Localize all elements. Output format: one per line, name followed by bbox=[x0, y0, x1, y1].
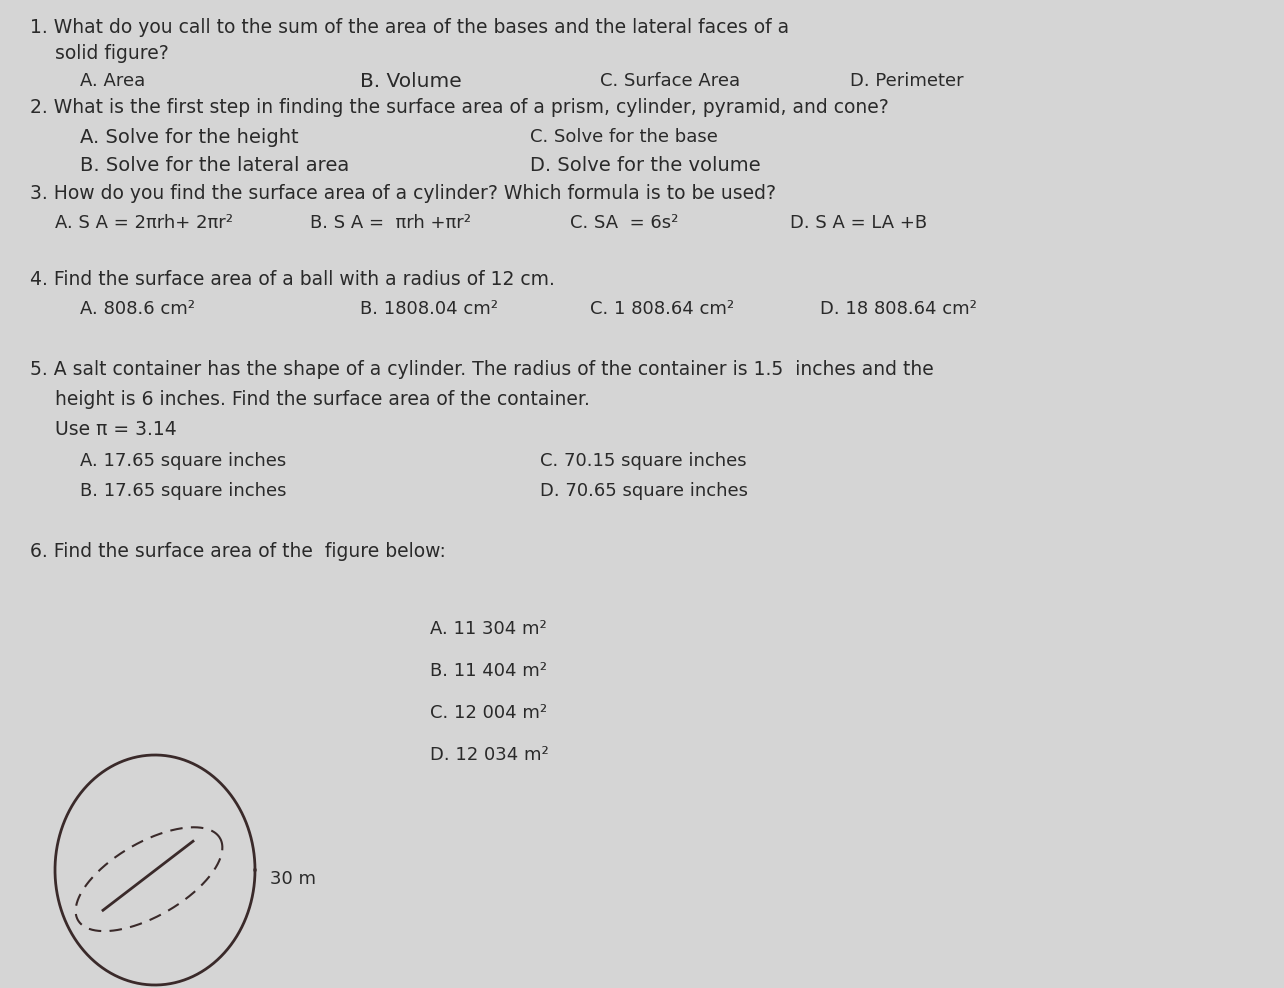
Text: B. Solve for the lateral area: B. Solve for the lateral area bbox=[80, 156, 349, 175]
Text: C. SA  = 6s²: C. SA = 6s² bbox=[570, 214, 678, 232]
Text: B. 1808.04 cm²: B. 1808.04 cm² bbox=[360, 300, 498, 318]
Text: A. 808.6 cm²: A. 808.6 cm² bbox=[80, 300, 195, 318]
Text: 2. What is the first step in finding the surface area of a prism, cylinder, pyra: 2. What is the first step in finding the… bbox=[30, 98, 889, 117]
Text: D. 70.65 square inches: D. 70.65 square inches bbox=[541, 482, 749, 500]
Text: A. 17.65 square inches: A. 17.65 square inches bbox=[80, 452, 286, 470]
Text: D. 12 034 m²: D. 12 034 m² bbox=[430, 746, 548, 764]
Text: B. Volume: B. Volume bbox=[360, 72, 462, 91]
Text: 3. How do you find the surface area of a cylinder? Which formula is to be used?: 3. How do you find the surface area of a… bbox=[30, 184, 776, 203]
Text: A. Solve for the height: A. Solve for the height bbox=[80, 128, 299, 147]
Text: 1. What do you call to the sum of the area of the bases and the lateral faces of: 1. What do you call to the sum of the ar… bbox=[30, 18, 790, 37]
Text: A. S A = 2πrh+ 2πr²: A. S A = 2πrh+ 2πr² bbox=[55, 214, 232, 232]
Text: 6. Find the surface area of the  figure below:: 6. Find the surface area of the figure b… bbox=[30, 542, 446, 561]
Text: A. 11 304 m²: A. 11 304 m² bbox=[430, 620, 547, 638]
Text: C. Surface Area: C. Surface Area bbox=[600, 72, 740, 90]
Text: B. 11 404 m²: B. 11 404 m² bbox=[430, 662, 547, 680]
Text: C. 12 004 m²: C. 12 004 m² bbox=[430, 704, 547, 722]
Text: B. 17.65 square inches: B. 17.65 square inches bbox=[80, 482, 286, 500]
Text: 5. A salt container has the shape of a cylinder. The radius of the container is : 5. A salt container has the shape of a c… bbox=[30, 360, 933, 379]
Text: Use π = 3.14: Use π = 3.14 bbox=[55, 420, 177, 439]
Text: 4. Find the surface area of a ball with a radius of 12 cm.: 4. Find the surface area of a ball with … bbox=[30, 270, 555, 289]
Text: C. 1 808.64 cm²: C. 1 808.64 cm² bbox=[591, 300, 734, 318]
Text: C. 70.15 square inches: C. 70.15 square inches bbox=[541, 452, 746, 470]
Text: A. Area: A. Area bbox=[80, 72, 145, 90]
Text: D. S A = LA +B: D. S A = LA +B bbox=[790, 214, 927, 232]
Text: D. 18 808.64 cm²: D. 18 808.64 cm² bbox=[820, 300, 977, 318]
Text: solid figure?: solid figure? bbox=[55, 44, 168, 63]
Text: D. Perimeter: D. Perimeter bbox=[850, 72, 963, 90]
Text: B. S A =  πrh +πr²: B. S A = πrh +πr² bbox=[309, 214, 471, 232]
Text: C. Solve for the base: C. Solve for the base bbox=[530, 128, 718, 146]
Text: height is 6 inches. Find the surface area of the container.: height is 6 inches. Find the surface are… bbox=[55, 390, 589, 409]
Text: 30 m: 30 m bbox=[270, 870, 316, 888]
Text: D. Solve for the volume: D. Solve for the volume bbox=[530, 156, 760, 175]
